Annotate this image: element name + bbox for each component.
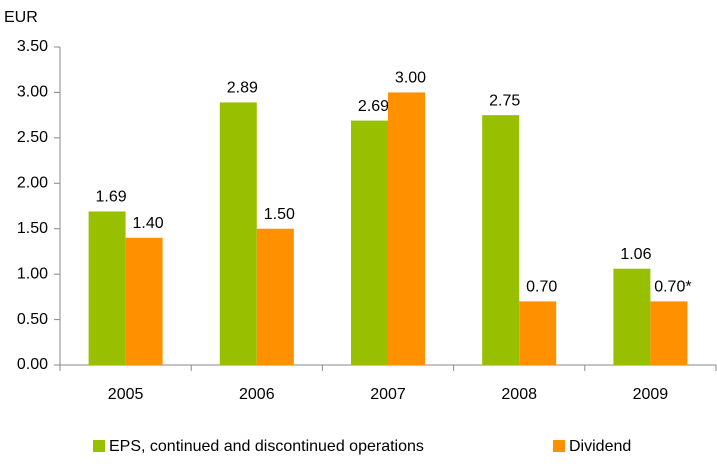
- bar: [650, 301, 688, 365]
- bar: [125, 237, 163, 365]
- legend-swatch: [93, 440, 105, 452]
- y-tick-label: 1.50: [17, 220, 48, 237]
- data-label: 2.75: [489, 92, 520, 109]
- x-tick-label: 2008: [501, 386, 537, 403]
- data-label: 1.69: [96, 189, 127, 206]
- data-label: 0.70: [526, 279, 557, 296]
- legend-label: Dividend: [569, 438, 631, 455]
- bar: [351, 120, 388, 365]
- y-tick-label: 1.00: [17, 265, 48, 282]
- y-tick-label: 0.50: [17, 311, 48, 328]
- y-tick-label: 3.00: [17, 84, 48, 101]
- bar: [482, 115, 520, 366]
- y-tick-label: 2.50: [17, 129, 48, 146]
- bar: [613, 268, 651, 365]
- x-tick-label: 2006: [239, 386, 275, 403]
- bar: [88, 211, 126, 365]
- data-label: 2.69: [358, 98, 389, 115]
- y-tick-label: 2.00: [17, 175, 48, 192]
- y-axis-label: EUR: [4, 9, 38, 26]
- data-label: 1.50: [264, 206, 295, 223]
- data-label: 1.06: [620, 246, 651, 263]
- data-label: 1.40: [133, 215, 164, 232]
- y-tick-label: 3.50: [17, 38, 48, 55]
- bar: [519, 301, 557, 365]
- bar: [219, 102, 257, 366]
- bar: [388, 92, 425, 365]
- data-label: 3.00: [395, 70, 426, 87]
- bar: [256, 228, 294, 365]
- x-tick-label: 2009: [633, 386, 669, 403]
- legend-label: EPS, continued and discontinued operatio…: [109, 438, 424, 455]
- x-tick-label: 2007: [370, 386, 406, 403]
- y-tick-label: 0.00: [17, 356, 48, 373]
- data-label: 2.89: [227, 80, 258, 97]
- x-tick-label: 2005: [108, 386, 144, 403]
- legend-swatch: [553, 440, 565, 452]
- data-label: 0.70*: [654, 279, 691, 296]
